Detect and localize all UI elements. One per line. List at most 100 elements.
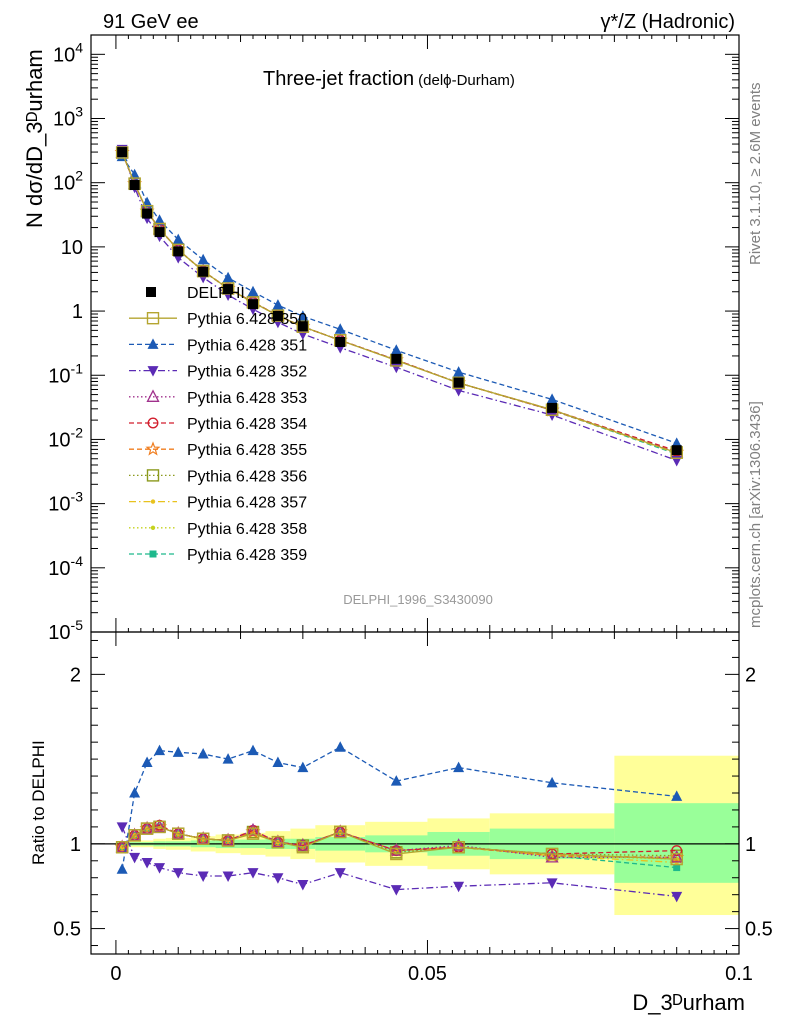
main-y-tick-label: 10-5 [48,617,83,644]
main-y-tick-label: 104 [53,39,83,66]
main-data-point [297,321,308,332]
ratio-data-point [246,822,260,836]
ratio-y-tick-label-right: 2 [745,664,756,686]
ratio-data-point [129,852,141,864]
ratio-data-point [141,756,153,767]
legend-marker [146,389,160,402]
ratio-data-point [453,761,465,773]
main-data-point [390,344,402,355]
ratio-axis-ticks: 0.5 0.5 1 1 2 2 0 0.05 0.1 [53,632,773,985]
ratio-data-point [297,761,309,773]
main-data-point [173,246,184,257]
main-data-point [247,285,259,297]
ratio-data-point [296,838,310,851]
ratio-data-point [334,825,347,839]
ratio-series-line [121,826,677,860]
legend-label: Pythia 6.428 358 [187,521,307,538]
ratio-data-point [128,829,141,842]
main-data-point [154,227,165,238]
ratio-data-point [334,741,346,752]
header-process: γ*/Z (Hadronic) [601,11,735,33]
ratio-data-point [116,822,128,833]
legend-marker [145,441,161,456]
main-data-point [117,147,128,158]
main-data-point [671,445,682,456]
legend-label: Pythia 6.428 353 [187,390,307,407]
ratio-data-point [197,748,209,759]
ratio-ylabel: Ratio to DELPHI [29,740,48,865]
ratio-data-point [272,756,284,767]
ratio-data-point [545,847,559,861]
main-data-point [222,271,234,283]
ratio-series-line [121,746,677,870]
main-y-tick-label: 10-4 [48,553,83,580]
legend-label: Pythia 6.428 359 [187,547,307,564]
ratio-data-point [390,847,403,861]
ratio-data-point [129,787,141,798]
main-ylabel: N dσ/dD_3ᴰurham [22,49,47,228]
main-data-point [453,366,465,377]
main-data-point [197,253,209,265]
main-data-point [297,310,309,321]
legend-label: Pythia 6.428 357 [187,495,307,512]
ratio-data-point [673,864,681,872]
ratio-data-point [671,790,683,801]
ratio-x-tick-label: 0 [110,963,121,985]
legend-label: Pythia 6.428 350 [187,311,307,328]
legend-label: Pythia 6.428 355 [187,442,307,459]
ratio-data-point [154,863,166,874]
ratio-data-point [546,776,558,788]
ratio-data-point [452,841,465,854]
ratio-data-point [140,822,154,835]
ratio-data-point [222,871,234,883]
ratio-data-point [453,881,465,893]
header-energy: 91 GeV ee [103,11,199,33]
ratio-data-point [297,880,309,891]
ratio-data-point [221,834,235,847]
main-data-point [172,233,184,245]
legend-label: Pythia 6.428 354 [187,416,307,433]
ratio-data-point [390,885,402,896]
main-data-point [391,353,402,364]
main-data-point [115,146,129,159]
ratio-y-tick-label-right: 1 [745,834,756,856]
ratio-data-point [196,832,210,845]
ratio-data-point [172,827,185,840]
main-data-point [129,180,140,191]
main-data-point [296,320,310,333]
plot-title: Three-jet fraction (delϕ-Durham) [263,68,515,90]
ratio-data-point [246,827,260,840]
legend-marker [146,469,160,482]
ratio-data-point [247,744,259,756]
legend: DELPHI Pythia 6.428 350 Pythia 6.428 351 Py… [129,285,307,564]
ratio-data-point [172,746,184,757]
plot-subtitle: (delϕ-Durham) [418,72,515,89]
ratio-y-tick-label-left: 2 [70,664,81,686]
legend-label: DELPHI [187,285,245,302]
ratio-data-point [272,873,284,884]
ratio-y-tick-label-right: 0.5 [745,919,773,941]
ratio-data-point [670,852,683,866]
legend-marker [150,499,156,504]
ratio-data-point [333,824,347,838]
ratio-data-point [115,839,129,853]
ratio-data-point [154,744,166,756]
main-plot-series [114,144,685,467]
main-y-tick-label: 103 [53,104,83,131]
main-series-line [121,152,677,454]
ratio-xlabel: D_3ᴰurham [632,990,745,1015]
ratio-x-tick-label: 0.1 [725,963,753,985]
ratio-data-point [671,891,683,903]
ratio-data-point [141,857,153,869]
legend-marker [150,525,156,530]
ratio-data-point [115,841,129,854]
ratio-series-line [121,826,677,859]
main-data-point [154,214,166,225]
main-data-point [452,376,465,390]
main-data-point [547,402,558,413]
legend-marker [146,312,160,325]
main-y-tick-label: 10-2 [48,424,83,451]
main-data-point [198,266,209,277]
